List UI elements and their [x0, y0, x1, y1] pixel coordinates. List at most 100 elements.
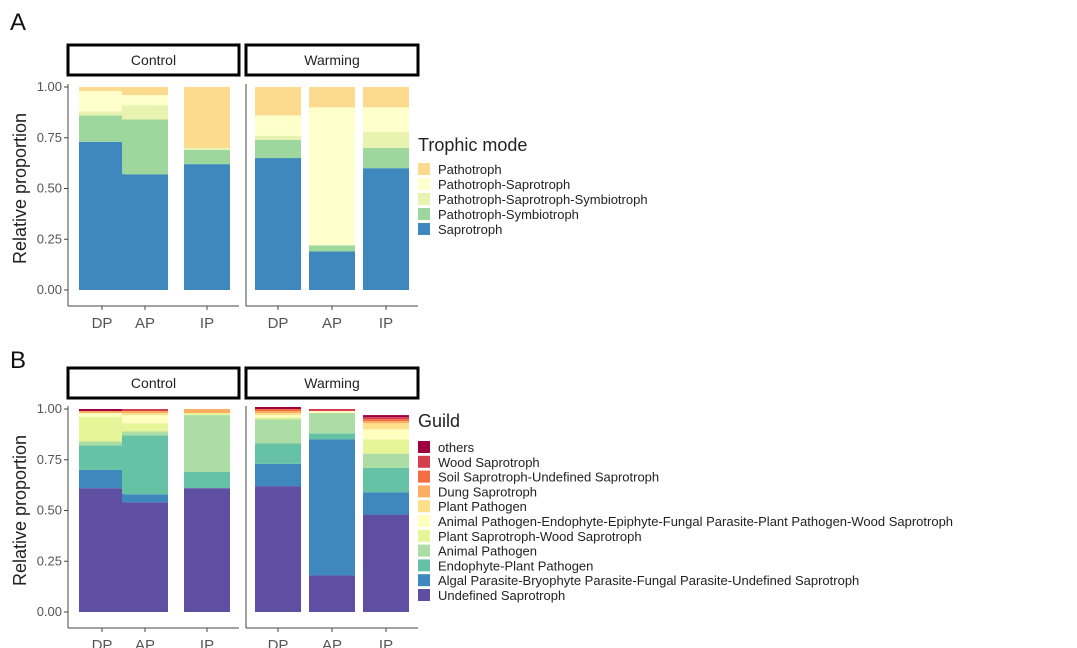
x-tick-label: AP [322, 637, 342, 648]
bar-segment [184, 87, 230, 148]
bar-segment [79, 409, 125, 412]
x-tick-label: DP [92, 637, 113, 648]
bar-segment [122, 174, 168, 290]
y-tick-label: 0.75 [37, 130, 62, 145]
x-tick-label: IP [379, 315, 393, 332]
legend: Trophic modePathotrophPathotroph-Saprotr… [418, 135, 648, 237]
bar-segment [122, 494, 168, 503]
legend-label: Animal Pathogen-Endophyte-Epiphyte-Funga… [438, 514, 953, 529]
y-tick-label: 0.25 [37, 231, 62, 246]
bar-segment [255, 463, 301, 487]
legend-item: Saprotroph [418, 222, 502, 237]
legend-swatch [418, 559, 430, 572]
legend-item: Pathotroph [418, 162, 502, 177]
bar-segment [255, 486, 301, 612]
bar-segment [122, 415, 168, 424]
legend-label: others [438, 440, 475, 455]
legend-label: Endophyte-Plant Pathogen [438, 558, 593, 573]
bar-segment [122, 423, 168, 432]
legend-swatch [418, 500, 430, 513]
legend-item: Wood Saprotroph [418, 455, 540, 470]
legend-label: Undefined Saprotroph [438, 588, 565, 603]
legend-label: Soil Saprotroph-Undefined Saprotroph [438, 470, 659, 485]
y-tick-label: 0.75 [37, 452, 62, 467]
panel-letter: B [10, 347, 26, 374]
bar-segment [255, 417, 301, 420]
bar-segment [184, 164, 230, 290]
legend-label: Pathotroph [438, 162, 502, 177]
legend-item: Endophyte-Plant Pathogen [418, 558, 593, 573]
bar-segment [184, 415, 230, 472]
bar-segment [255, 87, 301, 116]
bar-segment [122, 95, 168, 106]
bar-segment [122, 502, 168, 612]
bar-segment [363, 421, 409, 424]
bar-segment [79, 413, 125, 418]
bar-segment [363, 87, 409, 108]
legend-label: Animal Pathogen [438, 544, 537, 559]
y-tick-label: 0.25 [37, 553, 62, 568]
bar-segment [122, 105, 168, 120]
legend-swatch [418, 178, 430, 190]
x-tick-label: IP [200, 637, 214, 648]
bar-segment [79, 441, 125, 446]
bar-segment [184, 409, 230, 414]
legend-item: Pathotroph-Symbiotroph [418, 207, 579, 222]
legend-item: Undefined Saprotroph [418, 588, 565, 603]
facet-warming: Warming DP AP IP [244, 366, 420, 648]
bar-segment [79, 91, 125, 112]
bar-segment [184, 471, 230, 489]
legend-item: others [418, 440, 475, 455]
y-axis-title: Relative proportion [10, 435, 30, 586]
bar-segment [309, 107, 355, 246]
legend-item: Algal Parasite-Bryophyte Parasite-Fungal… [418, 573, 859, 588]
bar-segment [363, 419, 409, 422]
y-tick-label: 0.50 [37, 503, 62, 518]
legend-item: Dung Saprotroph [418, 484, 537, 499]
bar-segment [122, 87, 168, 96]
bar-segment [79, 445, 125, 470]
y-tick-label: 1.00 [37, 401, 62, 416]
bar-segment [363, 131, 409, 148]
bar-segment [184, 488, 230, 612]
bar-segment [122, 409, 168, 412]
facet-strip [244, 366, 420, 400]
x-tick-label: AP [135, 315, 155, 332]
bar-segment [184, 413, 230, 416]
legend-item: Soil Saprotroph-Undefined Saprotroph [418, 470, 659, 485]
bar-segment [363, 453, 409, 468]
legend-swatch [418, 544, 430, 557]
bar-segment [79, 411, 125, 414]
bar-segment [363, 423, 409, 430]
legend-label: Algal Parasite-Bryophyte Parasite-Fungal… [438, 573, 859, 588]
bar-segment [79, 469, 125, 489]
x-tick-label: DP [92, 315, 113, 332]
bar-segment [122, 119, 168, 175]
x-tick-label: DP [268, 637, 289, 648]
legend-label: Plant Pathogen [438, 499, 527, 514]
y-tick-label: 1.00 [37, 79, 62, 94]
bar-segment [363, 439, 409, 454]
panel-b: B Relative proportion 0.00 0.25 0.50 0.75 1.00… [10, 347, 953, 648]
bar-segment [255, 409, 301, 412]
legend-swatch [418, 470, 430, 483]
bar-segment [255, 139, 301, 159]
legend-label: Saprotroph [438, 222, 502, 237]
panel-a: A Relative proportion 0.00 0.25 0.50 0.75 1.00… [10, 9, 648, 332]
legend-swatch [418, 223, 430, 235]
legend-item: Animal Pathogen [418, 544, 537, 559]
y-axis-title: Relative proportion [10, 113, 30, 264]
bar-segment [122, 411, 168, 414]
bar-segment [363, 417, 409, 420]
legend-item: Pathotroph-Saprotroph-Symbiotroph [418, 192, 648, 207]
legend-label: Pathotroph-Symbiotroph [438, 207, 579, 222]
x-tick-label: IP [200, 315, 214, 332]
bar-segment [309, 433, 355, 440]
x-tick-label: DP [268, 315, 289, 332]
facet-strip-label: Warming [304, 375, 360, 391]
bar-segment [122, 413, 168, 416]
legend-swatch [418, 163, 430, 175]
bar-segment [255, 406, 301, 409]
bar-segment [255, 419, 301, 444]
